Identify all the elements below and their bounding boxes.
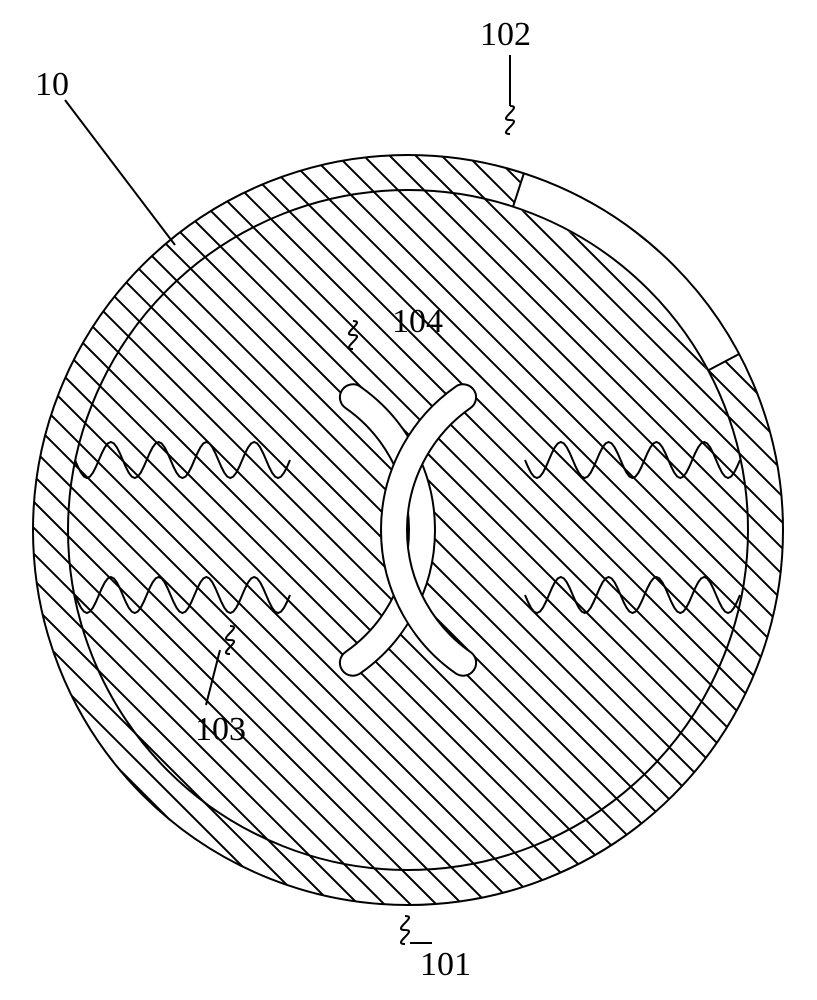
label-l101: 101 <box>420 946 471 983</box>
squiggle-l102_s <box>506 106 514 134</box>
label-l10: 10 <box>35 66 69 103</box>
label-l102: 102 <box>480 16 531 53</box>
label-l104: 104 <box>392 303 443 340</box>
label-l103: 103 <box>195 711 246 748</box>
leader-10 <box>65 100 175 245</box>
squiggle-l101_s <box>401 916 409 944</box>
